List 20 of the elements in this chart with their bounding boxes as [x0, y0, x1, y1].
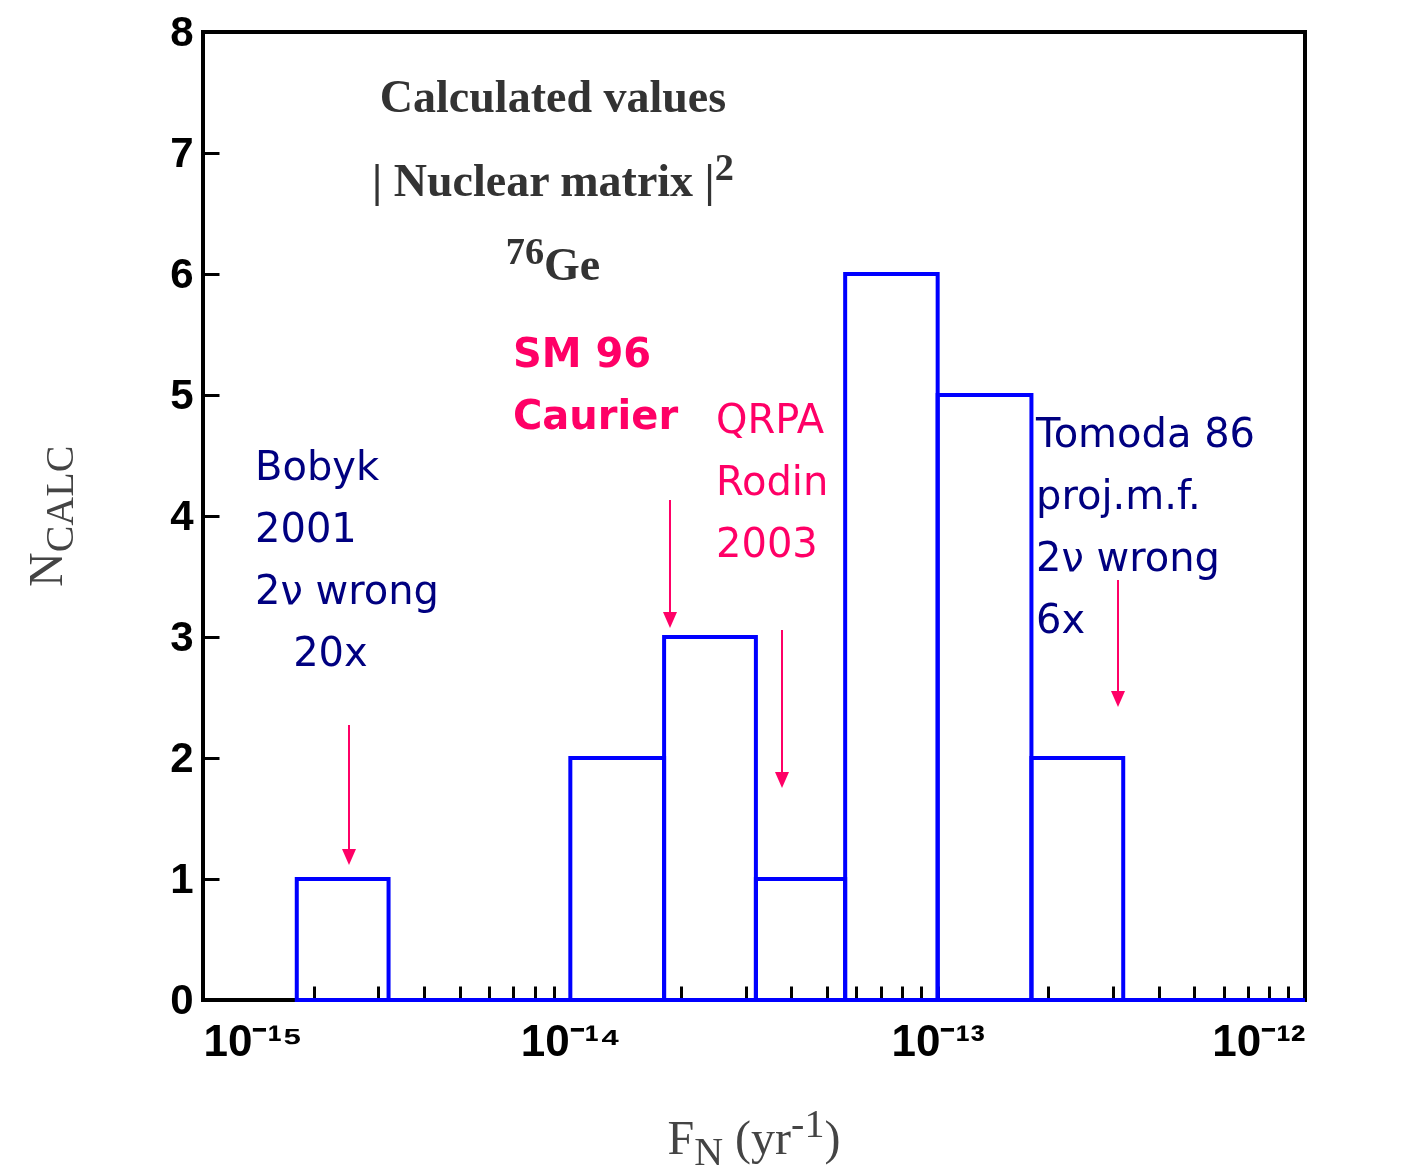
- y-tick-label: 2: [170, 733, 194, 781]
- y-tick-label: 6: [170, 249, 194, 297]
- annotation: SM 96 Caurier: [513, 329, 679, 440]
- y-tick-label: 7: [170, 128, 194, 176]
- y-tick-label: 5: [170, 370, 194, 418]
- x-axis-title: F$_{N}$ (yr$^{-1}$): [667, 1100, 841, 1175]
- x-tick-label: 10⁻¹³: [891, 1015, 985, 1065]
- annotation: QRPA Rodin 2003: [716, 395, 829, 568]
- y-tick-label: 3: [170, 612, 194, 660]
- x-tick-label: 10⁻¹²: [1212, 1015, 1306, 1065]
- annotation: Tomoda 86 proj.m.f. 2ν wrong 6x: [1036, 409, 1256, 644]
- annotation: Bobyk 2001 2ν wrong 20x: [255, 442, 440, 677]
- y-tick-label: 4: [170, 491, 195, 539]
- y-tick-label: 0: [170, 975, 194, 1023]
- y-tick-label: 1: [170, 854, 194, 902]
- text: Calculated values: [378, 70, 728, 124]
- text: | Nuclear matrix |$^{2}$ $^{76}$Ge: [372, 146, 734, 291]
- x-tick-label: 10⁻¹⁵: [203, 1015, 303, 1065]
- y-tick-label: 8: [170, 7, 194, 55]
- x-tick-label: 10⁻¹⁴: [520, 1015, 622, 1065]
